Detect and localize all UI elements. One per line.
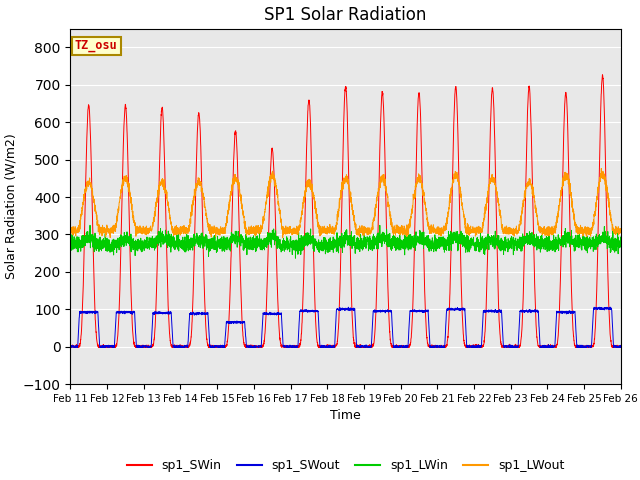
Legend: sp1_SWin, sp1_SWout, sp1_LWin, sp1_LWout: sp1_SWin, sp1_SWout, sp1_LWin, sp1_LWout xyxy=(122,454,570,477)
sp1_LWin xyxy=(292,255,300,261)
sp1_SWin xyxy=(616,344,624,350)
Text: TZ_osu: TZ_osu xyxy=(75,39,118,52)
sp1_LWin xyxy=(439,239,447,244)
sp1_SWout xyxy=(67,345,75,350)
sp1_LWout xyxy=(325,229,333,235)
sp1_SWout xyxy=(469,344,477,350)
sp1_LWout xyxy=(166,208,173,214)
sp1_SWout xyxy=(67,345,74,350)
sp1_SWin xyxy=(469,344,477,350)
X-axis label: Time: Time xyxy=(330,409,361,422)
sp1_SWin xyxy=(617,343,625,348)
sp1_SWout xyxy=(166,310,173,315)
sp1_LWout xyxy=(616,230,624,236)
sp1_LWin xyxy=(325,236,333,242)
sp1_LWin xyxy=(617,244,625,250)
sp1_SWout xyxy=(438,344,446,350)
sp1_SWout xyxy=(606,304,614,310)
sp1_LWout xyxy=(500,227,508,233)
sp1_LWout xyxy=(67,227,74,233)
Title: SP1 Solar Radiation: SP1 Solar Radiation xyxy=(264,6,427,24)
sp1_SWout xyxy=(500,344,508,350)
sp1_LWin xyxy=(166,231,173,237)
sp1_LWin xyxy=(500,244,508,250)
Line: sp1_SWin: sp1_SWin xyxy=(70,75,621,348)
sp1_LWout xyxy=(469,227,477,233)
sp1_SWout xyxy=(325,343,333,348)
sp1_SWin xyxy=(325,344,333,350)
Y-axis label: Solar Radiation (W/m2): Solar Radiation (W/m2) xyxy=(4,133,17,279)
sp1_SWout xyxy=(617,343,625,349)
sp1_LWin xyxy=(86,222,94,228)
Line: sp1_LWin: sp1_LWin xyxy=(70,225,621,258)
sp1_SWout xyxy=(616,344,624,350)
sp1_LWout xyxy=(598,166,605,171)
sp1_LWin xyxy=(616,240,624,246)
sp1_LWout xyxy=(617,226,625,231)
sp1_LWout xyxy=(279,235,287,240)
sp1_LWin xyxy=(469,242,477,248)
Line: sp1_SWout: sp1_SWout xyxy=(70,307,621,348)
sp1_SWin xyxy=(166,327,173,333)
sp1_SWin xyxy=(500,343,508,349)
sp1_LWin xyxy=(67,242,74,248)
sp1_SWin xyxy=(598,72,606,78)
sp1_SWin xyxy=(438,345,446,350)
sp1_SWin xyxy=(67,345,74,350)
sp1_LWout xyxy=(438,228,446,233)
Line: sp1_LWout: sp1_LWout xyxy=(70,168,621,238)
